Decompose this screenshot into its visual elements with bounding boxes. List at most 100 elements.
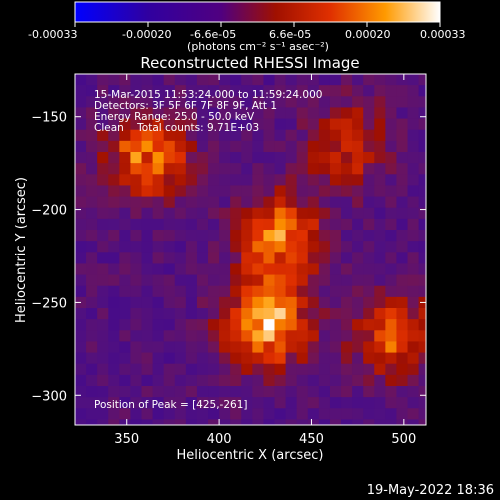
heatmap-cell (196, 96, 209, 109)
heatmap-cell (407, 419, 420, 425)
heatmap-cell (97, 230, 109, 242)
y-tick-label: −250 (31, 296, 67, 311)
heatmap-cell (219, 285, 231, 298)
heatmap-cell (285, 129, 298, 142)
heatmap-cell (241, 96, 253, 109)
heatmap-cell (130, 118, 143, 131)
heatmap-cell (141, 218, 154, 231)
heatmap-cell (363, 107, 375, 120)
heatmap-cell (185, 252, 198, 265)
heatmap-cell (196, 218, 209, 231)
heatmap-cell (86, 207, 98, 220)
heatmap-cell (75, 285, 87, 298)
heatmap-cell (329, 74, 342, 86)
heatmap-cell (119, 174, 132, 187)
heatmap-cell (374, 241, 386, 253)
heatmap-cell (396, 218, 409, 231)
heatmap-cell (163, 363, 176, 376)
heatmap-cell (396, 118, 409, 131)
heatmap-cell (352, 285, 364, 298)
heatmap-cell (329, 96, 342, 109)
heatmap-cell (252, 96, 265, 109)
heatmap-cell (329, 319, 342, 331)
heatmap-cell (119, 419, 132, 425)
heatmap-cell (418, 363, 426, 376)
heatmap-cell (141, 118, 154, 131)
heatmap-cell (196, 185, 209, 198)
heatmap-cell (97, 330, 109, 343)
heatmap-cell (119, 296, 132, 309)
heatmap-cell (318, 207, 331, 220)
heatmap-cell (296, 386, 309, 398)
heatmap-cell (152, 96, 165, 109)
heatmap-cell (196, 352, 209, 365)
heatmap-cell (185, 152, 198, 164)
heatmap-cell (152, 85, 165, 97)
heatmap-cell (208, 252, 220, 265)
heatmap-cell (174, 296, 187, 309)
heatmap-cell (418, 152, 426, 164)
heatmap-cell (329, 341, 342, 354)
heatmap-cell (130, 274, 143, 287)
colorbar-tick-label: -6.6e-05 (190, 28, 236, 41)
heatmap-cell (274, 352, 287, 365)
heatmap-cell (185, 163, 198, 175)
heatmap-cell (396, 241, 409, 253)
heatmap-cell (274, 163, 287, 175)
heatmap-cell (274, 296, 287, 309)
heatmap-cell (174, 352, 187, 365)
heatmap-cell (230, 285, 242, 298)
heatmap-cell (307, 352, 320, 365)
heatmap-cell (230, 263, 242, 276)
heatmap-cell (141, 163, 154, 175)
heatmap-cell (385, 330, 398, 343)
heatmap-cell (374, 308, 386, 320)
heatmap-cell (307, 140, 320, 153)
heatmap-cell (285, 319, 298, 331)
heatmap-cell (385, 174, 398, 187)
heatmap-cell (119, 363, 132, 376)
heatmap-cell (385, 196, 398, 209)
heatmap-cell (385, 107, 398, 120)
heatmap-cell (230, 308, 242, 320)
heatmap-cell (141, 230, 154, 242)
heatmap-cell (307, 296, 320, 309)
heatmap-cell (385, 140, 398, 153)
heatmap-cell (263, 85, 276, 97)
heatmap-cell (163, 285, 176, 298)
heatmap-cell (418, 408, 426, 421)
heatmap-cell (385, 352, 398, 365)
heatmap-cell (230, 85, 242, 97)
heatmap-cell (418, 107, 426, 120)
heatmap-cell (141, 196, 154, 209)
heatmap-cell (407, 319, 420, 331)
heatmap-cell (263, 140, 276, 153)
heatmap-cell (130, 207, 143, 220)
heatmap-cell (329, 140, 342, 153)
heatmap-cell (274, 363, 287, 376)
heatmap-cell (307, 274, 320, 287)
heatmap-cell (196, 296, 209, 309)
heatmap-cell (352, 163, 364, 175)
heatmap-cell (318, 140, 331, 153)
heatmap-cell (285, 408, 298, 421)
heatmap-cell (119, 252, 132, 265)
heatmap-cell (285, 230, 298, 242)
heatmap-cell (163, 386, 176, 398)
heatmap-cell (75, 96, 87, 109)
heatmap-cell (219, 386, 231, 398)
heatmap-cell (418, 207, 426, 220)
heatmap-cell (208, 263, 220, 276)
heatmap-cell (296, 74, 309, 86)
heatmap-cell (252, 174, 265, 187)
heatmap-cell (152, 140, 165, 153)
heatmap-cell (396, 252, 409, 265)
heatmap-cell (252, 319, 265, 331)
heatmap-cell (363, 241, 375, 253)
heatmap-cell (385, 185, 398, 198)
heatmap-cell (385, 118, 398, 131)
heatmap-cell (418, 419, 426, 425)
heatmap-cell (174, 330, 187, 343)
heatmap-cell (341, 319, 353, 331)
heatmap-cell (296, 374, 309, 387)
